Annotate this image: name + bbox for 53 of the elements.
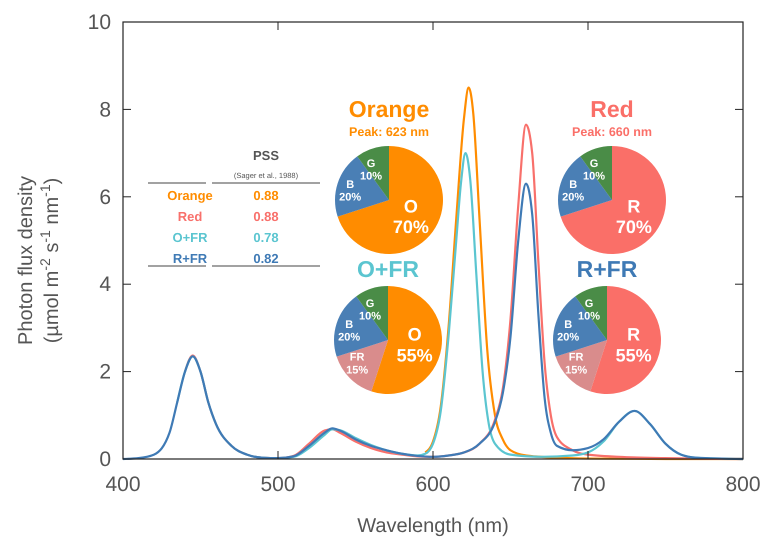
data-label: 70%: [616, 216, 652, 237]
chart-subtitle: Peak: 623 nm: [349, 125, 429, 139]
slice-label: B: [569, 178, 578, 191]
x-tick-label: 800: [725, 473, 761, 496]
slice-label: G: [366, 298, 374, 310]
data-label: 20%: [339, 191, 362, 204]
y-tick-label: 2: [99, 360, 111, 384]
slice-label: R: [627, 324, 640, 345]
y-tick-label: 10: [88, 11, 111, 34]
data-label: 0.78: [253, 230, 279, 245]
chart-title: O+FR: [357, 256, 420, 282]
x-tick-label: 500: [260, 473, 296, 496]
y-tick-label: 8: [99, 98, 111, 122]
y-tick-label: 4: [99, 273, 112, 296]
y-tick-label: 6: [99, 186, 111, 209]
data-label: 0.82: [253, 251, 279, 266]
category-label: R+FR: [172, 251, 208, 266]
x-axis-title: Wavelength (nm): [357, 515, 509, 537]
data-label: 55%: [616, 345, 652, 366]
data-label: 0.88: [253, 188, 279, 203]
data-label: 15%: [346, 364, 368, 376]
chart-title: Orange: [348, 96, 430, 122]
chart-title: Red: [590, 96, 634, 122]
x-tick-label: 600: [415, 473, 451, 496]
slice-label: B: [564, 318, 572, 331]
slice-label: B: [346, 178, 354, 191]
data-label: 55%: [396, 345, 433, 366]
category-label: O+FR: [172, 230, 208, 245]
slice-label: FR: [350, 352, 364, 364]
x-tick-label: 700: [570, 473, 606, 496]
slice-label: FR: [568, 352, 584, 364]
data-label: 15%: [565, 364, 588, 376]
slice-label: R: [627, 196, 640, 216]
chart-title: R+FR: [576, 256, 638, 282]
data-label: 0.88: [253, 209, 279, 224]
x-tick-label: 400: [105, 473, 141, 496]
text: PSS: [252, 148, 280, 163]
data-label: 20%: [557, 331, 580, 344]
category-label: Red: [178, 209, 202, 224]
pie-slice: [338, 146, 443, 254]
chart-subtitle: Peak: 660 nm: [572, 125, 652, 139]
slice-label: G: [584, 298, 594, 310]
category-label: Orange: [167, 188, 213, 203]
slice-label: O: [408, 324, 422, 345]
data-label: 20%: [338, 331, 360, 344]
slice-label: G: [590, 158, 598, 170]
slice-label: O: [404, 196, 418, 216]
slice-label: G: [366, 158, 376, 170]
slice-label: B: [345, 318, 354, 331]
data-label: 70%: [392, 216, 429, 237]
pie-slice: [560, 146, 666, 254]
data-label: 20%: [562, 191, 584, 204]
y-tick-label: 0: [99, 448, 111, 471]
